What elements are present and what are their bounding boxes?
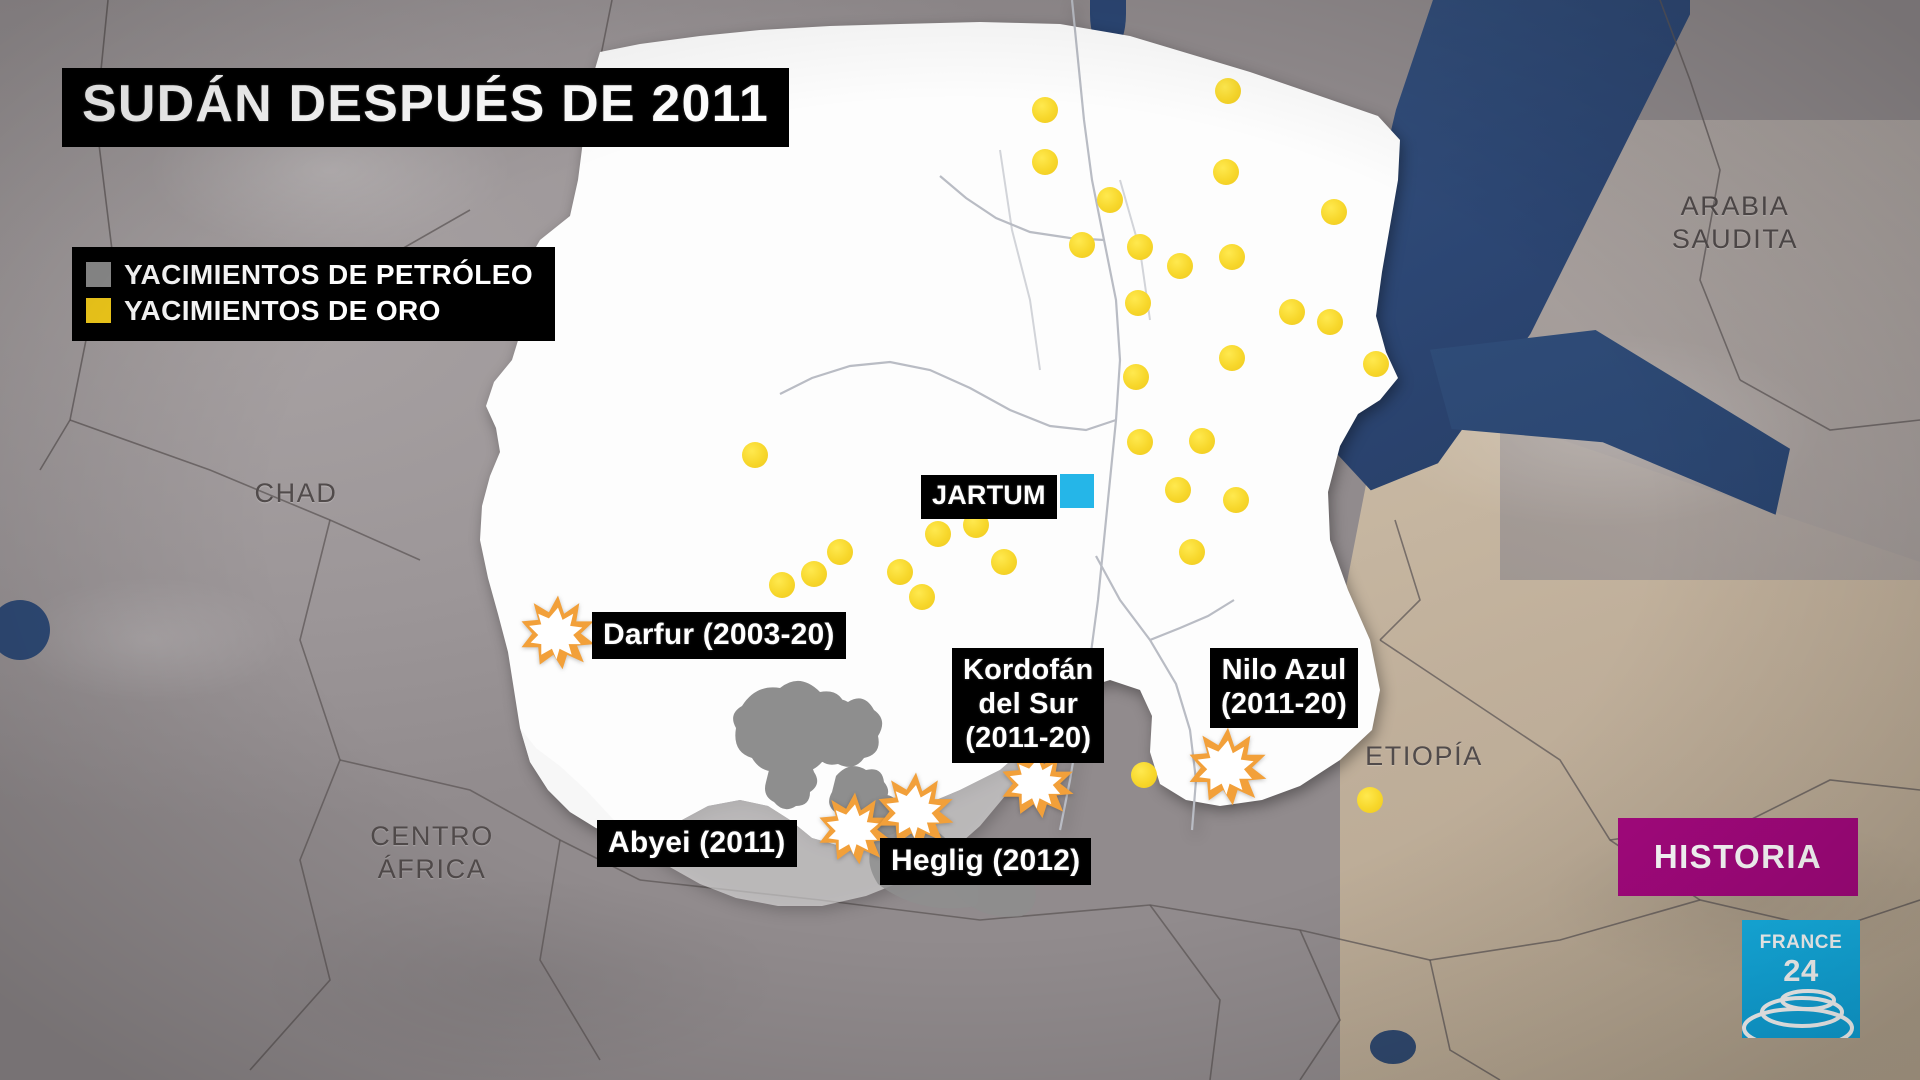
gold-deposit-marker	[1167, 253, 1193, 279]
lake-south-water	[1370, 1030, 1416, 1064]
gold-deposit-marker	[1131, 762, 1157, 788]
gold-deposit-marker	[1215, 78, 1241, 104]
program-badge-historia: HISTORIA	[1618, 818, 1858, 896]
legend-item-gold-label: YACIMIENTOS DE ORO	[124, 294, 441, 326]
gold-deposit-marker	[801, 561, 827, 587]
gold-deposit-marker	[1123, 364, 1149, 390]
gold-deposit-marker	[1223, 487, 1249, 513]
gold-deposit-marker	[887, 559, 913, 585]
geo-label-centro-africa: CENTRO ÁFRICA	[370, 821, 494, 884]
lake-southwest-water	[0, 600, 50, 660]
legend-item-oil: YACIMIENTOS DE PETRÓLEO	[86, 257, 533, 293]
france24-logo-number: 24	[1783, 953, 1819, 988]
page-title: SUDÁN DESPUÉS DE 2011	[62, 68, 790, 148]
gold-deposit-marker	[991, 549, 1017, 575]
gold-deposit-marker	[925, 521, 951, 547]
france24-logo-word: FRANCE	[1759, 932, 1843, 953]
gold-deposit-marker	[1032, 149, 1058, 175]
geo-label-etiopia: ETIOPÍA	[1365, 741, 1483, 771]
gold-deposit-marker	[1127, 234, 1153, 260]
capital-marker-jartum	[1060, 474, 1094, 508]
gold-deposit-marker	[1097, 187, 1123, 213]
france24-logo: FRANCE 24	[1742, 920, 1860, 1038]
gold-deposit-marker	[1127, 429, 1153, 455]
conflict-blast-icon	[819, 792, 891, 865]
conflict-blast-icon	[521, 595, 595, 670]
conflict-label-kordofan-del-sur: Kordofán del Sur (2011-20)	[952, 648, 1105, 763]
gold-deposit-marker	[1279, 299, 1305, 325]
conflict-label-heglig: Heglig (2012)	[880, 838, 1092, 886]
france24-swirl-icon	[1742, 989, 1854, 1038]
conflict-blast-icon	[878, 772, 954, 849]
legend-panel: YACIMIENTOS DE PETRÓLEO YACIMIENTOS DE O…	[72, 247, 556, 341]
gold-deposit-marker	[1219, 345, 1245, 371]
gold-deposit-marker	[1357, 787, 1383, 813]
geo-label-chad: CHAD	[254, 478, 338, 508]
gold-deposit-marker	[1213, 159, 1239, 185]
geo-label-arabia-saudita: ARABIA SAUDITA	[1671, 191, 1799, 254]
gold-deposit-marker	[1179, 539, 1205, 565]
gold-deposit-marker	[1317, 309, 1343, 335]
gold-deposit-marker	[909, 584, 935, 610]
conflict-blast-icon	[1189, 727, 1267, 806]
capital-label-jartum: JARTUM	[921, 475, 1057, 519]
gold-deposit-marker	[742, 442, 768, 468]
program-badge-label: HISTORIA	[1653, 838, 1823, 875]
legend-item-oil-label: YACIMIENTOS DE PETRÓLEO	[124, 259, 534, 290]
gold-deposit-marker	[769, 572, 795, 598]
gold-deposit-marker	[1165, 477, 1191, 503]
conflict-label-abyei: Abyei (2011)	[597, 820, 797, 868]
legend-item-gold: YACIMIENTOS DE ORO	[86, 293, 533, 329]
conflict-label-nilo-azul: Nilo Azul (2011-20)	[1210, 648, 1358, 729]
gold-deposit-marker	[1125, 290, 1151, 316]
gold-deposit-marker	[1189, 428, 1215, 454]
conflict-blast-icon	[1002, 746, 1074, 819]
conflict-label-darfur: Darfur (2003-20)	[592, 612, 846, 660]
gold-deposit-marker	[1032, 97, 1058, 123]
gold-deposit-marker	[1219, 244, 1245, 270]
gold-swatch-icon	[86, 298, 111, 324]
oil-swatch-icon	[86, 262, 111, 288]
gold-deposit-marker	[1069, 232, 1095, 258]
gold-deposit-marker	[827, 539, 853, 565]
gold-deposit-marker	[1363, 351, 1389, 377]
gold-deposit-marker	[1321, 199, 1347, 225]
